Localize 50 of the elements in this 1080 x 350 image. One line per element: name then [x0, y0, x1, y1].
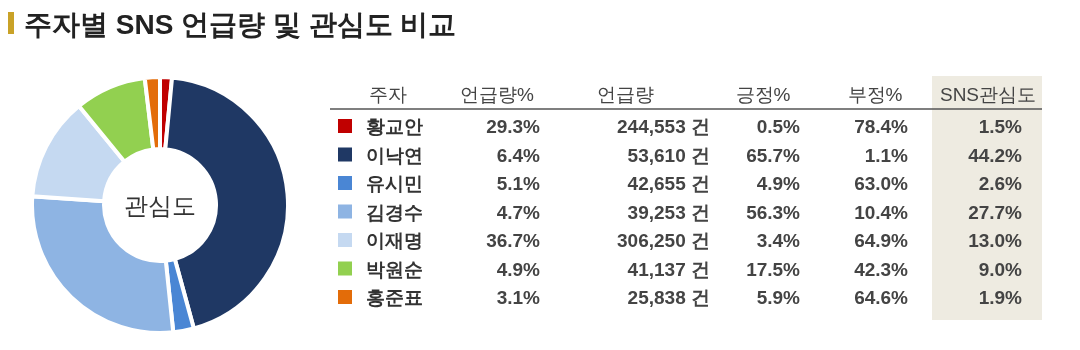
- text: 0.5%: [756, 116, 801, 137]
- text: 42,655 건: [627, 173, 710, 194]
- text: 4.9%: [756, 173, 801, 194]
- text: 244,553 건: [617, 116, 710, 137]
- data-label: 27.7%: [968, 201, 1023, 223]
- data-label: 1.9%: [978, 287, 1023, 308]
- legend-label: 박원순: [366, 258, 423, 280]
- text: 언급량%: [460, 84, 535, 105]
- legend-label: 이재명: [366, 230, 423, 251]
- text: 39,253 건: [627, 201, 710, 223]
- text: 4.9%: [496, 258, 541, 280]
- legend-title: 주자: [369, 84, 407, 105]
- legend-label: 김경수: [366, 201, 423, 223]
- text: 41,137 건: [627, 258, 710, 280]
- text: 관심도: [124, 192, 196, 219]
- text: 6.4%: [496, 144, 541, 166]
- text: 3.4%: [756, 230, 801, 251]
- text: 4.7%: [496, 201, 541, 223]
- text: 56.3%: [746, 201, 801, 223]
- legend-label: 황교안: [366, 116, 423, 137]
- text: 5.1%: [496, 173, 541, 194]
- legend-label: 홍준표: [366, 287, 423, 308]
- text: 65.7%: [746, 144, 801, 166]
- data-label: 1.5%: [978, 116, 1023, 137]
- text: 42.3%: [854, 258, 909, 280]
- text: 언급량: [596, 84, 654, 105]
- legend-label: 이낙연: [366, 144, 423, 166]
- text: 5.9%: [756, 287, 801, 308]
- text: 29.3%: [486, 116, 541, 137]
- text: 10.4%: [854, 201, 909, 223]
- data-label: 9.0%: [978, 258, 1023, 280]
- text: 긍정%: [735, 84, 791, 105]
- data-label: 44.2%: [968, 144, 1023, 166]
- text: 25,838 건: [627, 287, 710, 308]
- text: 36.7%: [486, 230, 541, 251]
- chart-title: 주자별 SNS 언급량 및 관심도 비교: [24, 9, 457, 40]
- data-label: 2.6%: [978, 173, 1023, 194]
- text: 17.5%: [746, 258, 801, 280]
- text: 64.9%: [854, 230, 909, 251]
- text: 63.0%: [854, 173, 909, 194]
- text: 53,610 건: [627, 144, 710, 166]
- data-label: 13.0%: [968, 230, 1023, 251]
- slice-label: SNS관심도: [939, 84, 1037, 105]
- text: 3.1%: [496, 287, 541, 308]
- text: 78.4%: [854, 116, 909, 137]
- legend-label: 유시민: [366, 173, 423, 194]
- text: 1.1%: [864, 144, 909, 166]
- text: 306,250 건: [617, 230, 710, 251]
- text: 부정%: [847, 84, 903, 105]
- text: 64.6%: [854, 287, 909, 308]
